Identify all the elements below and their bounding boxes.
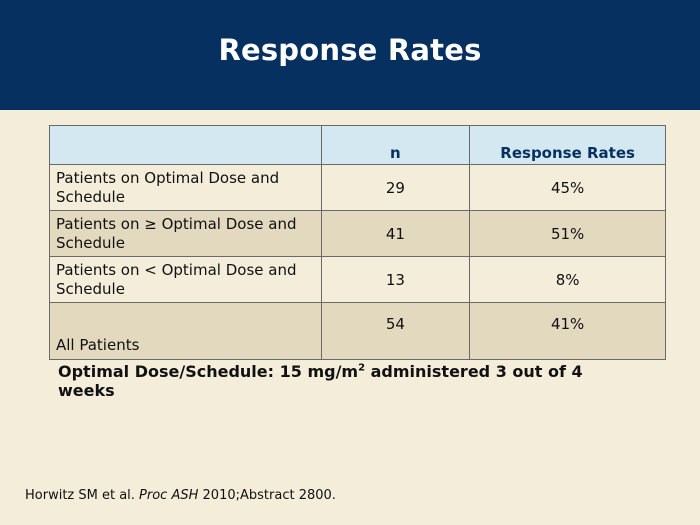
row-response-rate: 8% <box>469 256 666 303</box>
row-response-rate: 45% <box>469 164 666 211</box>
row-label: Patients on < Optimal Dose and Schedule <box>49 256 322 303</box>
row-n: 54 <box>320 302 471 360</box>
note-superscript: 2 <box>358 362 366 374</box>
note-prefix: Optimal Dose/Schedule: 15 mg/m <box>58 362 359 381</box>
column-header-label <box>49 125 322 165</box>
citation-journal: Proc ASH <box>139 488 199 503</box>
row-label: Patients on ≥ Optimal Dose and Schedule <box>49 210 322 257</box>
row-n: 41 <box>320 210 471 257</box>
column-header-response-rates: Response Rates <box>469 125 666 165</box>
optimal-dose-note: Optimal Dose/Schedule: 15 mg/m2 administ… <box>58 362 618 400</box>
row-n: 29 <box>320 164 471 211</box>
row-response-rate: 51% <box>469 210 666 257</box>
slide-title: Response Rates <box>218 33 482 67</box>
table-row: Patients on < Optimal Dose and Schedule … <box>49 256 666 303</box>
table-row: Patients on ≥ Optimal Dose and Schedule … <box>49 210 666 257</box>
row-response-rate: 41% <box>469 302 666 360</box>
row-label: All Patients <box>49 302 322 360</box>
citation: Horwitz SM et al. Proc ASH 2010;Abstract… <box>25 488 336 503</box>
response-rates-table: n Response Rates Patients on Optimal Dos… <box>49 125 666 360</box>
table-row: Patients on Optimal Dose and Schedule 29… <box>49 164 666 211</box>
citation-authors: Horwitz SM et al. <box>25 488 140 503</box>
title-banner <box>0 0 700 110</box>
table-row: All Patients 54 41% <box>49 302 666 360</box>
column-header-n: n <box>320 125 471 165</box>
table-header-row: n Response Rates <box>49 125 666 165</box>
row-label: Patients on Optimal Dose and Schedule <box>49 164 322 211</box>
row-n: 13 <box>320 256 471 303</box>
note-suffix: administered 3 out of 4 weeks <box>58 362 583 400</box>
citation-details: 2010;Abstract 2800. <box>198 488 336 503</box>
